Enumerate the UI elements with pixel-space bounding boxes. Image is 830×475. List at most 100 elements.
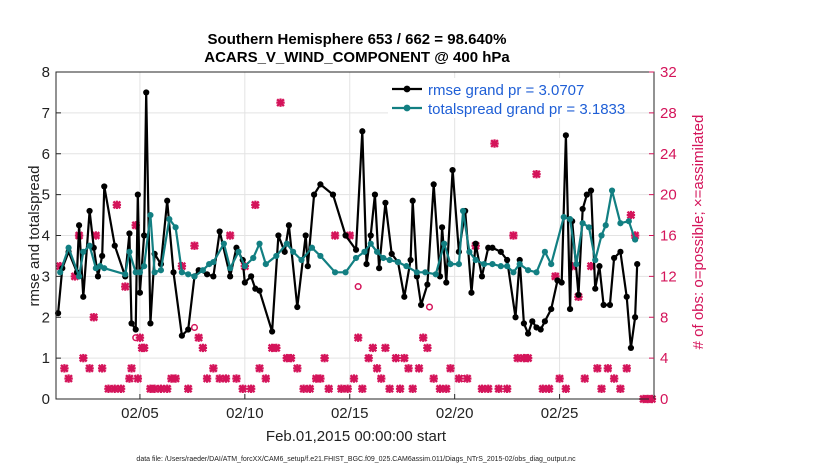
series-point-totalspread [317, 252, 324, 260]
series-point-rmse [468, 289, 475, 296]
series-point-totalspread [290, 248, 297, 255]
obs-assimilated-marker [446, 364, 455, 373]
series-point-totalspread [548, 261, 555, 268]
series-point-rmse [359, 128, 366, 135]
obs-assimilated-marker [490, 139, 499, 148]
series-point-totalspread [352, 254, 360, 262]
series-point-rmse [401, 293, 408, 300]
series-point-rmse [525, 330, 532, 337]
series-point-totalspread [472, 256, 479, 264]
obs-assimilated-marker [349, 374, 359, 383]
series-point-totalspread [199, 267, 206, 274]
series-point-rmse [443, 279, 450, 286]
series-layer [54, 89, 641, 352]
y-tick-label-right: 24 [660, 146, 677, 163]
x-tick-label: 02/15 [331, 405, 369, 422]
series-point-rmse [376, 265, 383, 272]
series-point-rmse [430, 181, 437, 188]
y-tick-label-left: 5 [42, 187, 50, 204]
series-point-rmse [579, 205, 586, 213]
legend-marker-totalspread [403, 104, 411, 112]
series-point-totalspread [273, 252, 280, 260]
obs-assimilated-marker [523, 353, 533, 363]
series-point-rmse [367, 232, 374, 239]
series-point-totalspread [592, 256, 599, 264]
series-point-rmse [164, 197, 171, 204]
series-point-rmse [529, 318, 536, 325]
obs-assimilated-marker [408, 384, 417, 394]
series-point-rmse [489, 244, 496, 251]
series-point-totalspread [403, 263, 410, 270]
obs-assimilated-marker [502, 384, 512, 394]
obs-assimilated-marker [112, 200, 122, 210]
obs-assimilated-marker [120, 282, 130, 291]
series-point-totalspread [533, 269, 540, 276]
series-point-rmse [317, 181, 324, 188]
series-point-rmse [583, 191, 590, 198]
series-point-totalspread [516, 261, 523, 268]
obs-assimilated-marker [423, 343, 432, 353]
obs-assimilated-marker [133, 374, 143, 383]
series-point-rmse [548, 305, 555, 313]
series-point-totalspread [210, 258, 217, 266]
series-point-totalspread [432, 271, 439, 278]
series-point-rmse [342, 232, 349, 239]
series-point-rmse [382, 199, 389, 206]
obs-assimilated-marker [404, 364, 413, 373]
series-point-rmse [575, 291, 582, 298]
legend-label-totalspread: totalspread grand pr = 3.1833 [428, 101, 625, 118]
series-point-totalspread [141, 263, 148, 270]
series-point-rmse [352, 246, 360, 253]
obs-possible-marker [425, 303, 434, 311]
series-point-totalspread [598, 232, 605, 239]
obs-assimilated-marker [429, 374, 438, 383]
obs-assimilated-marker [532, 169, 541, 179]
obs-assimilated-marker [337, 384, 346, 394]
obs-assimilated-marker [194, 333, 203, 342]
series-point-totalspread [579, 220, 586, 227]
series-point-rmse [304, 263, 311, 270]
series-point-rmse [623, 293, 630, 300]
obs-assimilated-marker [221, 374, 231, 383]
obs-assimilated-marker [622, 364, 631, 373]
series-point-totalspread [504, 263, 511, 270]
series-point-rmse [363, 261, 370, 268]
obs-assimilated-marker [60, 364, 69, 373]
legend: rmse grand pr = 3.0707 totalspread grand… [388, 78, 625, 118]
y-tick-label-left: 4 [42, 228, 50, 245]
series-point-totalspread [361, 248, 368, 255]
series-point-rmse [632, 314, 639, 321]
series-point-rmse [185, 326, 192, 333]
series-point-totalspread [525, 267, 532, 274]
series-point-rmse [248, 273, 255, 280]
obs-assimilated-marker [483, 384, 493, 394]
obs-assimilated-marker [85, 364, 94, 373]
series-point-rmse [558, 279, 565, 286]
series-point-rmse [537, 326, 544, 333]
chart-subtitle: ACARS_V_WIND_COMPONENT @ 400 hPa [204, 49, 510, 66]
series-point-totalspread [373, 248, 381, 255]
series-point-rmse [388, 250, 395, 257]
series-point-totalspread [308, 244, 316, 251]
series-point-totalspread [75, 273, 83, 280]
obs-assimilated-marker [509, 231, 518, 240]
obs-assimilated-marker [414, 364, 424, 373]
obs-assimilated-marker [251, 200, 260, 210]
series-point-rmse [134, 191, 141, 198]
legend-marker-rmse [403, 85, 411, 93]
series-point-totalspread [185, 271, 192, 278]
series-point-totalspread [560, 214, 567, 221]
series-point-rmse [417, 301, 425, 309]
series-point-totalspread [617, 220, 624, 227]
series-point-rmse [269, 328, 276, 335]
obs-assimilated-marker [324, 384, 334, 394]
y-tick-label-right: 32 [660, 64, 677, 81]
y-tick-label-left: 2 [42, 309, 50, 326]
series-point-rmse [512, 314, 519, 321]
obs-assimilated-marker [561, 384, 571, 394]
series-point-totalspread [157, 267, 165, 274]
series-point-rmse [54, 310, 62, 317]
series-point-rmse [310, 191, 318, 198]
obs-assimilated-marker [364, 353, 373, 363]
series-point-totalspread [573, 261, 580, 268]
